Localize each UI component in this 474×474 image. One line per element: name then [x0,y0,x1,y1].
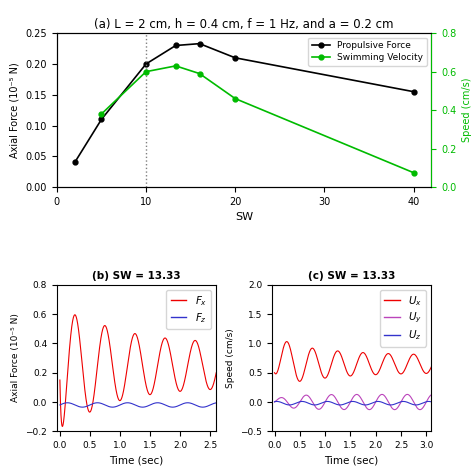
X-axis label: Time (sec): Time (sec) [109,456,164,465]
Propulsive Force [197,41,202,46]
Propulsive Force [99,117,104,122]
Propulsive Force [143,61,149,67]
Swimming Velocity [99,111,104,117]
Propulsive Force [173,43,179,48]
Y-axis label: Speed (cm/s): Speed (cm/s) [462,78,472,142]
Line: Propulsive Force: Propulsive Force [72,41,416,165]
Y-axis label: Axial Force (10⁻⁵ N): Axial Force (10⁻⁵ N) [11,314,20,402]
Legend: $F_x$, $F_z$: $F_x$, $F_z$ [166,290,211,329]
Legend: Propulsive Force, Swimming Velocity: Propulsive Force, Swimming Velocity [308,38,427,65]
Y-axis label: Axial Force (10⁻⁵ N): Axial Force (10⁻⁵ N) [10,62,20,158]
Propulsive Force [72,160,78,165]
Swimming Velocity [410,170,416,175]
Swimming Velocity [143,69,149,74]
Legend: $U_x$, $U_y$, $U_z$: $U_x$, $U_y$, $U_z$ [380,290,426,346]
X-axis label: SW: SW [235,212,253,222]
Propulsive Force [232,55,238,61]
Line: Swimming Velocity: Swimming Velocity [99,64,416,175]
Title: (b) SW = 13.33: (b) SW = 13.33 [92,271,181,281]
Propulsive Force [410,89,416,94]
X-axis label: Time (sec): Time (sec) [325,456,379,465]
Y-axis label: Speed (cm/s): Speed (cm/s) [226,328,235,388]
Swimming Velocity [197,71,202,76]
Swimming Velocity [173,63,179,69]
Swimming Velocity [232,96,238,101]
Title: (a) L = 2 cm, h = 0.4 cm, f = 1 Hz, and a = 0.2 cm: (a) L = 2 cm, h = 0.4 cm, f = 1 Hz, and … [94,18,394,31]
Title: (c) SW = 13.33: (c) SW = 13.33 [308,271,395,281]
